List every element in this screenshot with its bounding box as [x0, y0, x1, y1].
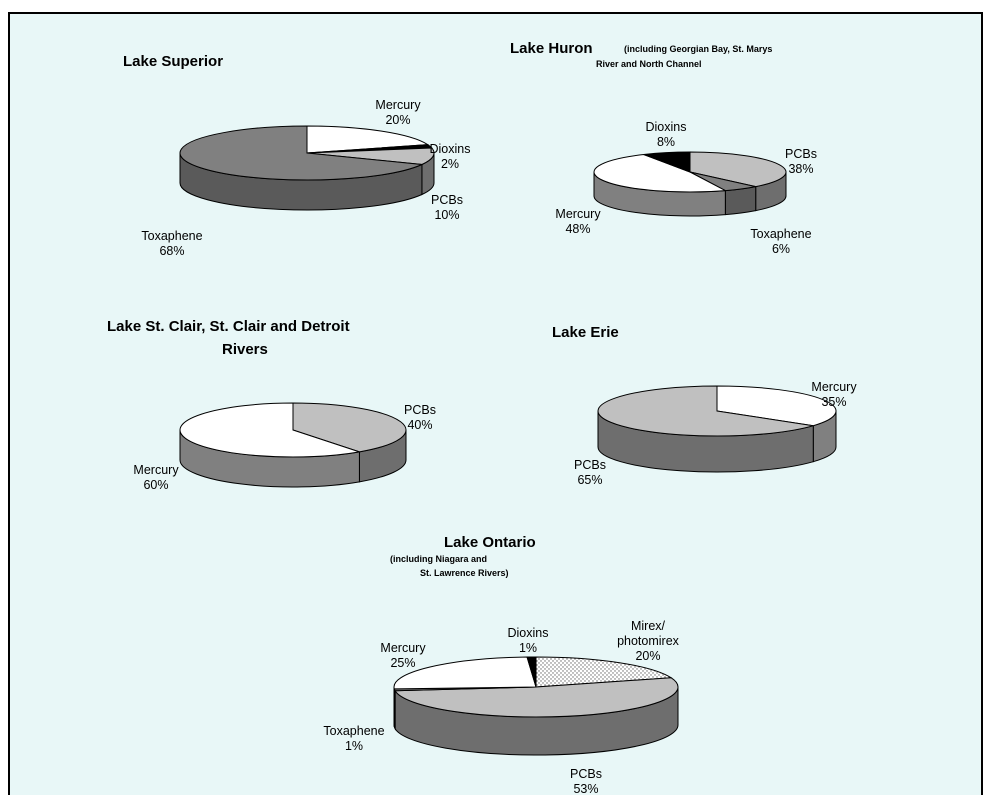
pie-4-label-4: Dioxins — [508, 626, 549, 640]
title-huron-group: Lake Huron — [510, 40, 593, 57]
pie-1-value-1: 6% — [772, 242, 790, 256]
title-ontario: Lake Ontario — [444, 534, 536, 551]
pie-3-value-0: 35% — [821, 395, 846, 409]
pie-2-value-0: 40% — [407, 418, 432, 432]
subtitle-ontario-line1: (including Niagara and — [390, 554, 487, 564]
pie-2-value-1: 60% — [143, 478, 168, 492]
subtitle-huron-line1: (including Georgian Bay, St. Marys — [624, 44, 772, 54]
pie-3-label-1: PCBs — [574, 458, 606, 472]
pie-0-value-0: 20% — [385, 113, 410, 127]
pies-group: Mercury20%Dioxins2%PCBs10%Toxaphene68%PC… — [133, 98, 857, 795]
pie-0-label-2: PCBs — [431, 193, 463, 207]
title-stclair-line1: Lake St. Clair, St. Clair and Detroit — [107, 318, 350, 335]
pie-2-label-0: PCBs — [404, 403, 436, 417]
pie-1-value-0: 38% — [788, 162, 813, 176]
title-erie: Lake Erie — [552, 324, 619, 341]
pie-0-label-3: Toxaphene — [141, 229, 202, 243]
subtitle-ontario-line2: St. Lawrence Rivers) — [420, 568, 509, 578]
pie-1-label-1: Toxaphene — [750, 227, 811, 241]
subtitle-huron-line2: River and North Channel — [596, 59, 702, 69]
pie-0-value-2: 10% — [434, 208, 459, 222]
pie-4-value-1: 53% — [573, 782, 598, 795]
pie-0-value-1: 2% — [441, 157, 459, 171]
pie-4-value-2: 1% — [345, 739, 363, 753]
pie-4-label-3: Mercury — [380, 641, 426, 655]
pie-4-value-0: 20% — [635, 649, 660, 663]
pie-0-label-1: Dioxins — [430, 142, 471, 156]
pie-4: photomirexMirex/20%PCBs53%Toxaphene1%Mer… — [323, 619, 679, 795]
pie-1-label-2: Mercury — [555, 207, 601, 221]
pie-4-label-0: Mirex/ — [631, 619, 666, 633]
pie-0-value-3: 68% — [159, 244, 184, 258]
pie-4-value-3: 25% — [390, 656, 415, 670]
pie-4-label-2: Toxaphene — [323, 724, 384, 738]
pie-1-value-2: 48% — [565, 222, 590, 236]
title-stclair-line2: Rivers — [222, 341, 268, 358]
pie-1-label-0: PCBs — [785, 147, 817, 161]
pie-4-label-0-line2: photomirex — [617, 634, 680, 648]
title-superior: Lake Superior — [123, 53, 223, 70]
pie-4-value-4: 1% — [519, 641, 537, 655]
pie-0-label-0: Mercury — [375, 98, 421, 112]
pie-1-label-3: Dioxins — [646, 120, 687, 134]
pie-1-value-3: 8% — [657, 135, 675, 149]
pie-4-label-1: PCBs — [570, 767, 602, 781]
pie-1-side-1 — [725, 187, 755, 215]
pie-3-label-0: Mercury — [811, 380, 857, 394]
pie-3-value-1: 65% — [577, 473, 602, 487]
title-huron: Lake Huron — [510, 40, 593, 57]
pie-2-label-1: Mercury — [133, 463, 179, 477]
